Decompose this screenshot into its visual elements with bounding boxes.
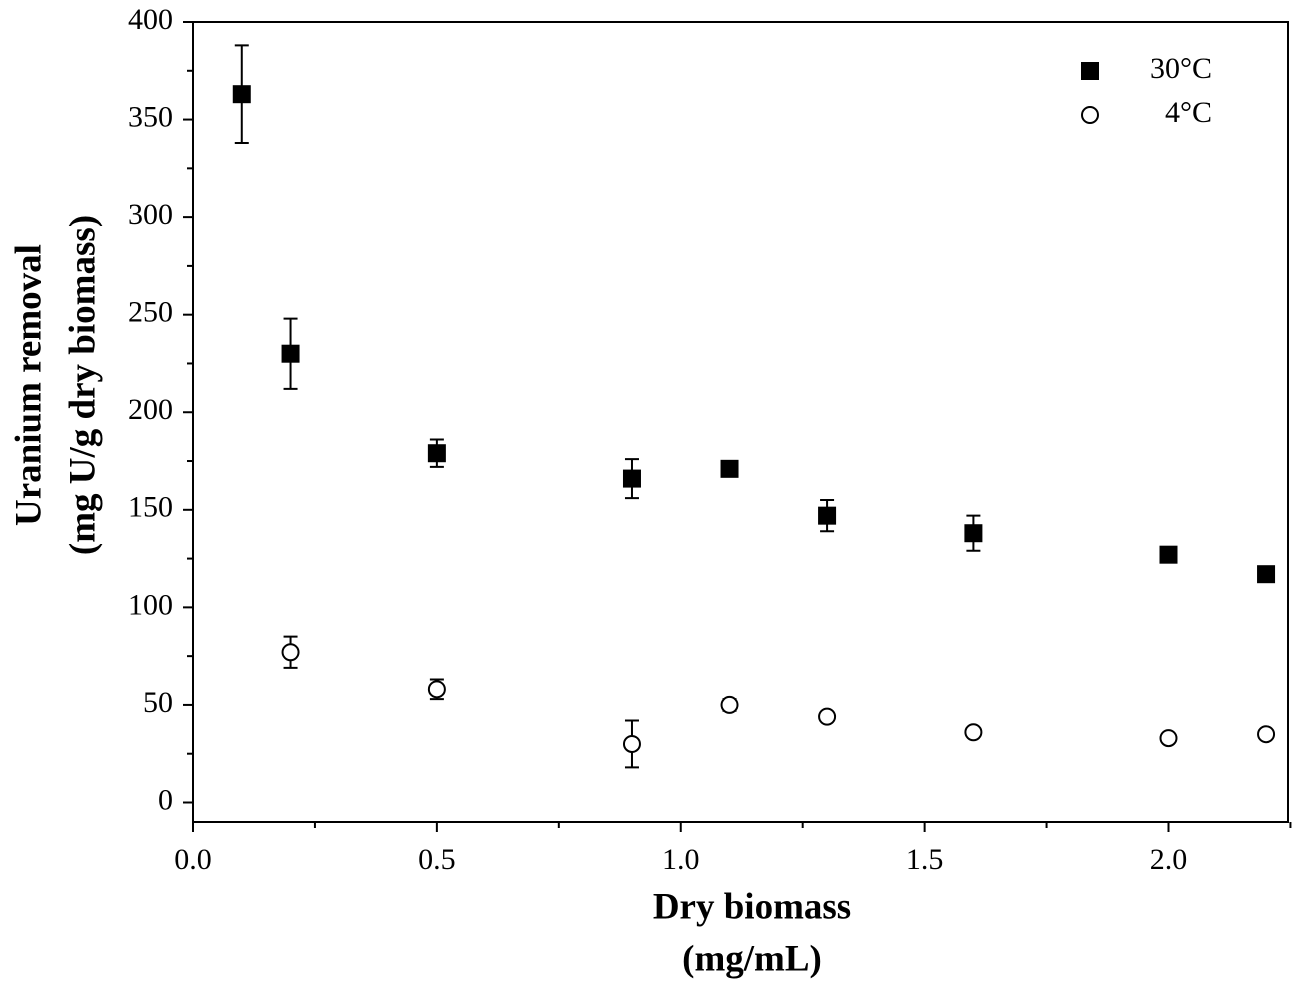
point xyxy=(427,444,446,463)
point xyxy=(818,506,837,525)
point xyxy=(720,695,739,714)
legend-label: 4°C xyxy=(1165,96,1212,129)
point xyxy=(622,734,641,753)
x-tick-label: 0.0 xyxy=(174,843,212,876)
y-tick-label: 350 xyxy=(128,100,173,133)
point xyxy=(1257,565,1276,584)
point xyxy=(232,85,251,104)
point xyxy=(1257,725,1276,744)
point xyxy=(964,524,983,543)
y-tick-label: 100 xyxy=(128,588,173,621)
y-tick-label: 50 xyxy=(143,686,173,719)
point xyxy=(964,723,983,742)
x-tick-label: 0.5 xyxy=(418,843,456,876)
legend-marker xyxy=(1081,106,1099,124)
point xyxy=(427,680,446,699)
y-tick-label: 300 xyxy=(128,198,173,231)
point xyxy=(622,469,641,488)
x-axis-label: Dry biomass xyxy=(653,886,851,927)
y-axis-label: (mg U/g dry biomass) xyxy=(62,215,103,555)
y-tick-label: 150 xyxy=(128,491,173,524)
x-tick-label: 2.0 xyxy=(1150,843,1188,876)
legend-label: 30°C xyxy=(1150,52,1212,85)
plot-frame xyxy=(192,21,1289,823)
legend-marker xyxy=(1081,62,1099,80)
point xyxy=(720,459,739,478)
x-axis-label: (mg/mL) xyxy=(682,938,822,979)
y-tick-label: 200 xyxy=(128,393,173,426)
x-tick-label: 1.5 xyxy=(906,843,944,876)
point xyxy=(1159,729,1178,748)
point xyxy=(281,344,300,363)
y-axis-label: Uranium removal xyxy=(8,244,49,526)
point xyxy=(1159,545,1178,564)
y-tick-label: 400 xyxy=(128,3,173,36)
y-tick-label: 0 xyxy=(158,783,173,816)
y-tick-label: 250 xyxy=(128,296,173,329)
point xyxy=(281,643,300,662)
point xyxy=(818,707,837,726)
x-tick-label: 1.0 xyxy=(662,843,700,876)
